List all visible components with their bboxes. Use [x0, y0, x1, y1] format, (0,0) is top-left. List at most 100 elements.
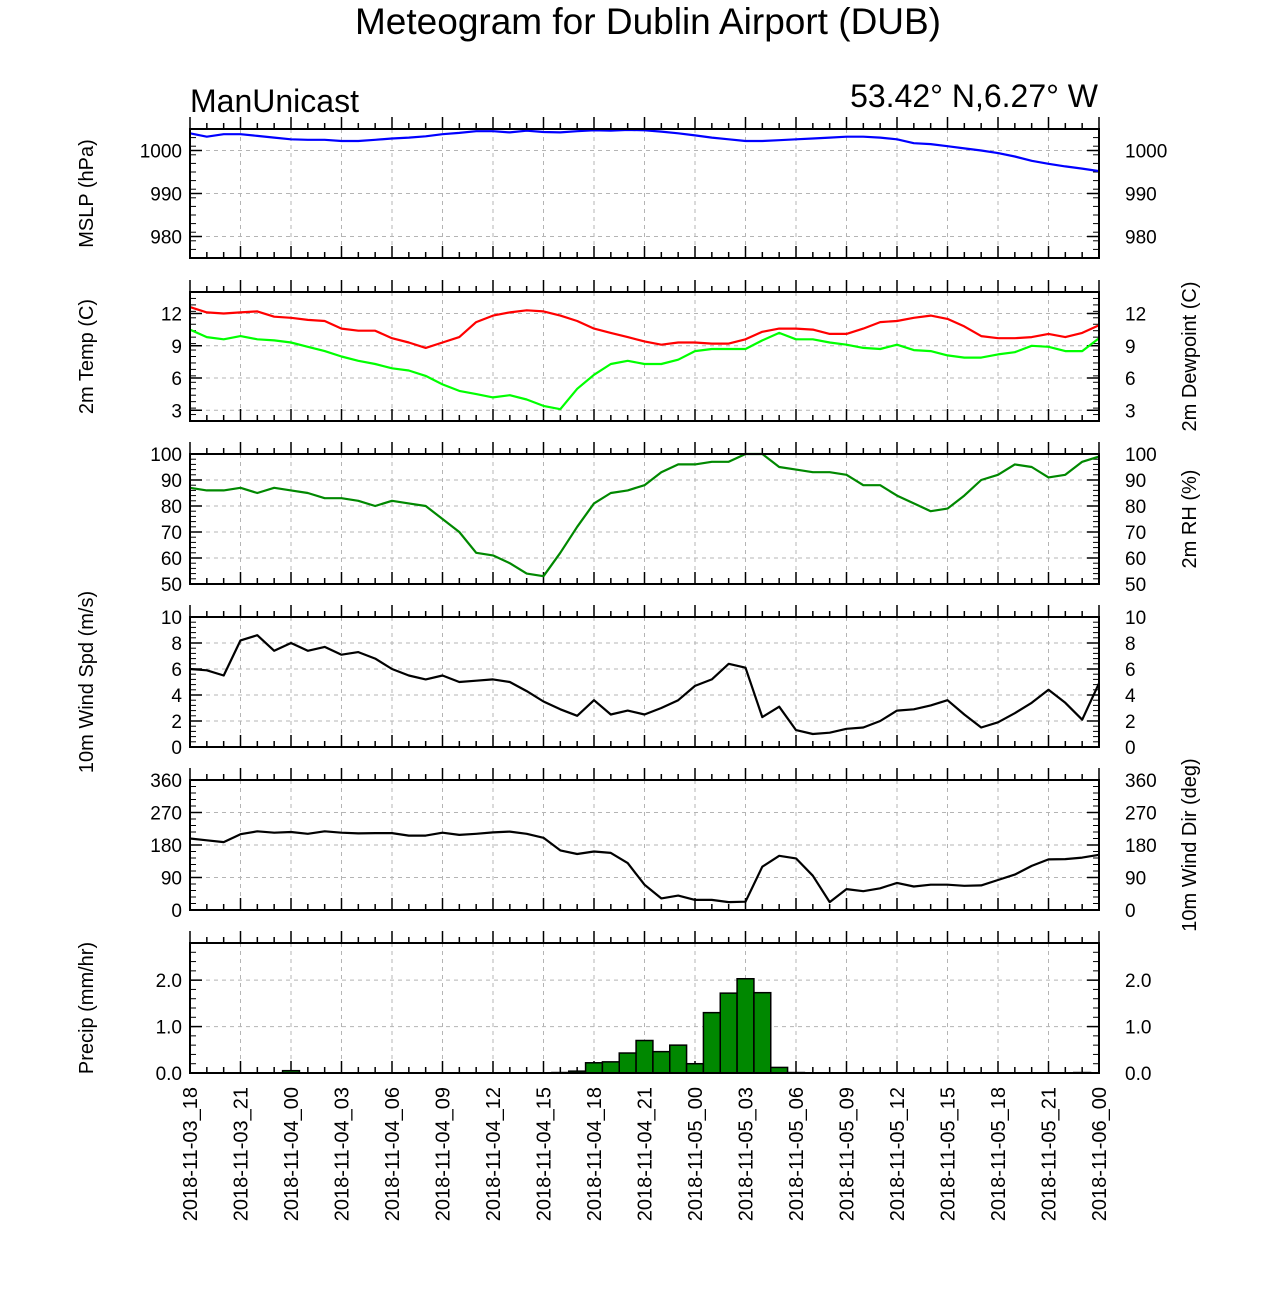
wind-speed-ytick-label-right: 6 [1125, 660, 1136, 681]
precip-bar [618, 1052, 637, 1074]
time-label: 2018-11-04_12 [483, 1087, 505, 1221]
wind-speed-series-line [189, 634, 1100, 736]
wind-dir-ytick-label-left: 180 [150, 836, 182, 857]
wind-dir-ylabel-right: 10m Wind Dir (deg) [1179, 758, 1201, 931]
precip-bar [702, 1011, 722, 1074]
temp-ytick-label-right: 12 [1125, 305, 1146, 326]
rh-ytick-label-right: 60 [1125, 549, 1146, 570]
precip-frame [189, 942, 1100, 1074]
temp-ytick-label-left: 12 [161, 305, 182, 326]
wind-speed-ytick-label-left: 8 [171, 634, 182, 655]
wind-speed-ytick-label-left: 4 [171, 686, 182, 707]
time-label: 2018-11-05_15 [938, 1087, 960, 1221]
rh-ytick-label-left: 90 [161, 471, 182, 492]
time-label: 2018-11-04_21 [635, 1087, 657, 1221]
temp-ytick-label-right: 9 [1125, 337, 1136, 358]
time-label: 2018-11-05_09 [837, 1087, 859, 1221]
temp-ylabel-left: 2m Temp (C) [76, 299, 98, 414]
temp-frame [189, 291, 1100, 422]
temp-panel: 3 3 6 6 9 9 12 12 2m Temp (C) 2m Dewpoint (C) [76, 280, 1201, 432]
wind-speed-ytick-label-right: 8 [1125, 634, 1136, 655]
precip-bar [601, 1061, 621, 1074]
precip-ytick-label-right: 1.0 [1125, 1018, 1151, 1039]
mslp-ytick-label-left: 990 [150, 185, 182, 206]
precip-bar [685, 1062, 705, 1074]
precip-ytick-label-left: 0.0 [156, 1064, 182, 1085]
wind-dir-ytick-label-right: 0 [1125, 901, 1136, 922]
precip-ytick-label-left: 2.0 [156, 971, 182, 992]
rh-ytick-label-left: 50 [161, 575, 182, 596]
rh-ytick-label-right: 80 [1125, 497, 1146, 518]
mslp-series-line [189, 128, 1100, 173]
precip-ytick-label-right: 0.0 [1125, 1064, 1151, 1085]
chart-title: Meteogram for Dublin Airport (DUB) [355, 1, 941, 42]
mslp-ylabel-left: MSLP (hPa) [76, 139, 98, 248]
rh-ytick-label-left: 100 [150, 445, 182, 466]
rh-series-line [189, 452, 1100, 578]
rh-ytick-label-right: 70 [1125, 523, 1146, 544]
wind-dir-ytick-label-right: 270 [1125, 804, 1157, 825]
precip-bar [669, 1044, 688, 1074]
precip-bar [635, 1039, 654, 1074]
wind-dir-series-line [189, 830, 1100, 904]
temp-series-line-temp [189, 306, 1100, 349]
rh-ylabel-right: 2m RH (%) [1179, 470, 1201, 569]
precip-ytick-label-left: 1.0 [156, 1018, 182, 1039]
wind-speed-ytick-label-right: 4 [1125, 686, 1136, 707]
mslp-ytick-label-right: 990 [1125, 185, 1157, 206]
temp-ytick-label-right: 6 [1125, 369, 1136, 390]
precip-ylabel-left: Precip (mm/hr) [76, 942, 98, 1074]
mslp-ytick-label-left: 980 [150, 228, 182, 249]
time-label: 2018-11-03_18 [180, 1087, 202, 1221]
rh-ytick-label-right: 50 [1125, 575, 1146, 596]
temp-ytick-label-left: 3 [171, 401, 182, 422]
time-label: 2018-11-04_18 [584, 1087, 606, 1221]
temp-ylabel-right: 2m Dewpoint (C) [1179, 281, 1201, 431]
wind-speed-ytick-label-left: 0 [171, 738, 182, 759]
time-label: 2018-11-05_21 [1039, 1087, 1061, 1221]
precip-bar [736, 978, 755, 1074]
time-label: 2018-11-03_21 [231, 1087, 253, 1221]
wind-dir-ytick-label-right: 90 [1125, 869, 1146, 890]
rh-ytick-label-right: 100 [1125, 445, 1157, 466]
time-label: 2018-11-04_09 [433, 1087, 455, 1221]
wind-speed-ytick-label-right: 0 [1125, 738, 1136, 759]
wind-dir-frame [189, 779, 1100, 911]
time-label: 2018-11-04_00 [281, 1087, 303, 1221]
wind-speed-panel: 0 0 2 2 4 4 6 6 8 8 10 10 10m Wind Spd (m/s) [76, 591, 1146, 773]
wind-speed-ytick-label-right: 10 [1125, 608, 1146, 629]
time-label: 2018-11-04_15 [534, 1087, 556, 1221]
wind-dir-ytick-label-right: 360 [1125, 771, 1157, 792]
rh-ytick-label-left: 60 [161, 549, 182, 570]
rh-frame [189, 453, 1100, 585]
wind-dir-panel: 0 0 90 90 180 180 270 270 360 360 10m Wind Dir (de… [150, 758, 1201, 931]
time-label: 2018-11-05_06 [786, 1087, 808, 1221]
wind-speed-ytick-label-left: 10 [161, 608, 182, 629]
mslp-frame [189, 128, 1100, 259]
mslp-ytick-label-left: 1000 [140, 142, 182, 163]
rh-panel: 50 50 60 60 70 70 80 80 90 90 100 100 2m RH (%) [150, 442, 1201, 596]
time-axis: 2018-11-03_18 2018-11-03_21 2018-11-04_00 2… [180, 1087, 1111, 1221]
mslp-ytick-label-right: 980 [1125, 228, 1157, 249]
rh-ytick-label-right: 90 [1125, 471, 1146, 492]
time-label: 2018-11-05_03 [736, 1087, 758, 1221]
temp-ytick-label-right: 3 [1125, 401, 1136, 422]
wind-dir-ytick-label-left: 360 [150, 771, 182, 792]
time-label: 2018-11-06_00 [1089, 1087, 1111, 1221]
mslp-panel: 980 980 990 990 1000 1000 MSLP (hPa) [76, 117, 1167, 259]
rh-ytick-label-left: 80 [161, 497, 182, 518]
mslp-ytick-label-right: 1000 [1125, 142, 1167, 163]
temp-ytick-label-left: 9 [171, 337, 182, 358]
temp-series-line-dewpoint [189, 328, 1100, 411]
precip-bar [753, 991, 772, 1074]
wind-dir-ytick-label-left: 270 [150, 804, 182, 825]
model-label: ManUnicast [190, 83, 359, 119]
precip-panel: 0.0 0.0 1.0 1.0 2.0 2.0 Precip (mm/hr) [76, 931, 1151, 1085]
wind-dir-ytick-label-left: 90 [161, 869, 182, 890]
precip-bar [652, 1050, 671, 1074]
time-label: 2018-11-05_00 [685, 1087, 707, 1221]
time-label: 2018-11-04_03 [332, 1087, 354, 1221]
temp-ytick-label-left: 6 [171, 369, 182, 390]
location-label: 53.42° N,6.27° W [850, 78, 1099, 114]
